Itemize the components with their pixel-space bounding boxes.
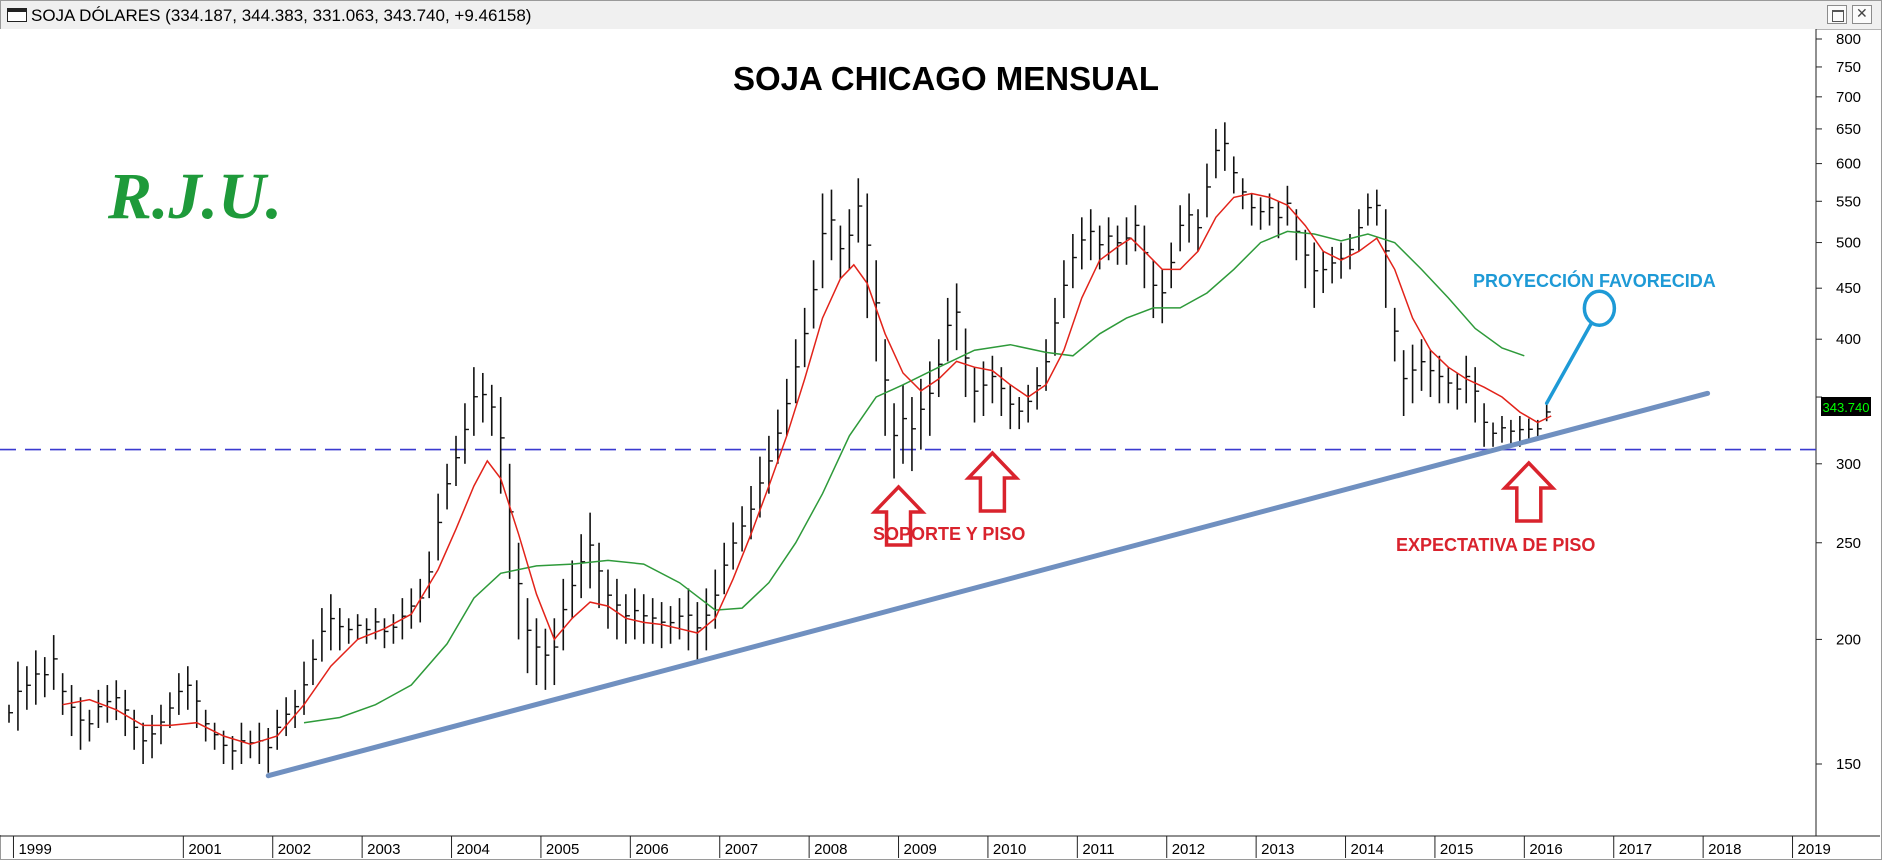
x-axis: 1999 2001 2002 2003 2004 2005 2006 2007 2008 2009… — [12, 836, 1831, 858]
ma-slow-line — [303, 230, 1525, 724]
x-tick-label: 2009 — [904, 841, 937, 858]
y-tick-label: 650 — [1836, 121, 1861, 138]
price-bars — [8, 122, 1551, 773]
x-tick-label: 1999 — [18, 841, 51, 858]
window-titlebar[interactable]: SOJA DÓLARES (334.187, 344.383, 331.063,… — [1, 1, 1881, 30]
x-tick-label: 2018 — [1708, 841, 1741, 858]
x-tick-label: 2013 — [1261, 841, 1294, 858]
moving-averages — [62, 192, 1552, 745]
x-tick-label: 2014 — [1351, 841, 1384, 858]
annotation-proyeccion: PROYECCIÓN FAVORECIDA — [1473, 270, 1716, 291]
y-axis: 150 200 250 300 400 450 500 550 600 650 700 750 800 — [1816, 31, 1861, 773]
y-tick-label: 550 — [1836, 193, 1861, 210]
annotation-soporte: SOPORTE Y PISO — [873, 524, 1025, 544]
x-tick-label: 2016 — [1529, 841, 1562, 858]
up-arrow-icon — [870, 484, 927, 547]
y-tick-label: 300 — [1836, 456, 1861, 473]
x-tick-label: 2005 — [546, 841, 579, 858]
logo-text: R.J.U. — [107, 160, 282, 233]
y-tick-label: 600 — [1836, 156, 1861, 173]
up-arrow-icon — [964, 450, 1021, 513]
y-tick-label: 800 — [1836, 31, 1861, 48]
plot-area — [0, 29, 1816, 835]
chart-title: SOJA CHICAGO MENSUAL — [733, 60, 1159, 97]
maximize-button[interactable] — [1827, 5, 1847, 24]
x-tick-label: 2003 — [367, 841, 400, 858]
projection-loop — [1582, 289, 1617, 328]
x-tick-label: 2008 — [814, 841, 847, 858]
last-price-box — [1821, 397, 1871, 416]
last-price-label: 343.740 — [1821, 397, 1871, 416]
up-arrow-icon — [1500, 460, 1557, 523]
window-icon — [7, 8, 27, 22]
x-tick-label: 2001 — [188, 841, 221, 858]
x-tick-label: 2019 — [1798, 841, 1831, 858]
x-tick-label: 2017 — [1619, 841, 1652, 858]
trendline — [265, 390, 1711, 779]
support-trendline — [265, 390, 1711, 779]
window-title: SOJA DÓLARES (334.187, 344.383, 331.063,… — [31, 6, 532, 25]
x-tick-label: 2012 — [1172, 841, 1205, 858]
x-tick-label: 2004 — [457, 841, 490, 858]
last-price-text: 343.740 — [1823, 400, 1870, 415]
y-tick-label: 200 — [1836, 631, 1861, 648]
x-tick-label: 2002 — [278, 841, 311, 858]
y-tick-label: 250 — [1836, 535, 1861, 552]
projection-line — [1544, 321, 1594, 406]
x-tick-label: 2007 — [725, 841, 758, 858]
close-button[interactable] — [1852, 5, 1872, 24]
x-tick-label: 2006 — [635, 841, 668, 858]
x-tick-label: 2015 — [1440, 841, 1473, 858]
annotation-arrows — [870, 289, 1617, 547]
x-tick-label: 2011 — [1082, 841, 1114, 858]
y-tick-label: 700 — [1836, 89, 1861, 106]
y-tick-label: 750 — [1836, 59, 1861, 76]
x-tick-label: 2010 — [993, 841, 1026, 858]
ma-fast-line — [62, 192, 1552, 745]
y-tick-label: 450 — [1836, 280, 1861, 297]
y-tick-label: 150 — [1836, 756, 1861, 773]
annotation-expectativa: EXPECTATIVA DE PISO — [1396, 535, 1595, 555]
y-tick-label: 400 — [1836, 331, 1861, 348]
y-tick-label: 500 — [1836, 235, 1861, 252]
